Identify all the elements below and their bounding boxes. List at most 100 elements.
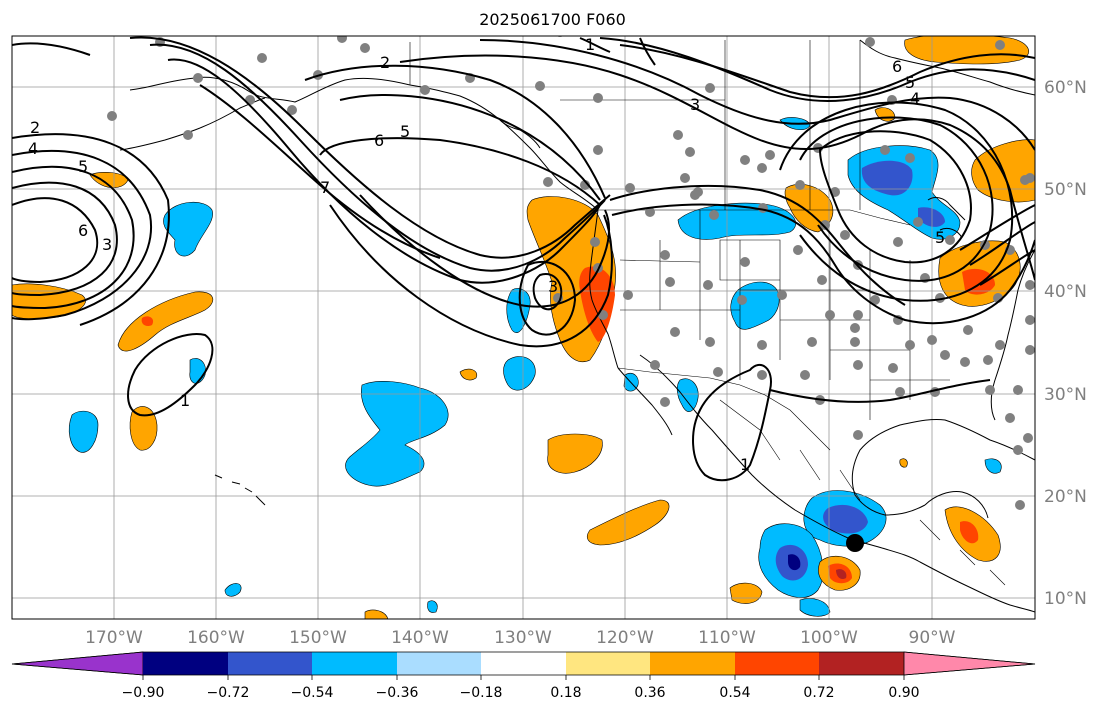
positive-anomaly-region xyxy=(459,368,478,381)
contour-line xyxy=(532,273,563,311)
negative-anomaly-region xyxy=(823,504,868,534)
contour-line xyxy=(329,204,613,348)
positive-anomaly-region xyxy=(836,569,847,580)
positive-anomaly-region xyxy=(904,36,1029,65)
lon-label: 140°W xyxy=(391,628,449,648)
contour-line xyxy=(769,379,991,403)
negative-anomaly-region xyxy=(503,356,536,391)
colorbar: −0.90 −0.72 −0.54 −0.36 −0.18 0.18 0.36 … xyxy=(11,651,1036,701)
contour-line xyxy=(692,363,772,482)
contour-label: 6 xyxy=(78,221,88,240)
contour-line xyxy=(959,204,1035,251)
negative-anomaly-region xyxy=(224,583,242,597)
lat-label: 60°N xyxy=(1044,78,1087,98)
contour-label: 6 xyxy=(374,131,384,150)
contour-line xyxy=(779,101,1014,302)
negative-anomaly-region xyxy=(788,554,801,571)
map-content: 2 4 5 6 3 7 1 5 6 3 6 4 5 5 2 1 1 3 xyxy=(12,35,1035,619)
contour-label: 1 xyxy=(180,391,190,410)
positive-anomaly-region xyxy=(784,184,834,233)
lat-label: 40°N xyxy=(1044,282,1087,302)
negative-anomaly-region xyxy=(189,358,206,384)
negative-anomaly-region xyxy=(163,202,213,257)
contour-line xyxy=(12,181,118,297)
contour-label: 4 xyxy=(910,89,920,108)
anomaly-shading xyxy=(12,36,1035,619)
central-america-borders xyxy=(919,519,1006,586)
contour-line xyxy=(339,94,601,201)
alaska-coastline xyxy=(129,76,599,211)
canada-province-lines xyxy=(560,40,861,210)
colorbar-segment xyxy=(735,652,819,675)
contour-line xyxy=(199,84,441,259)
contour-line xyxy=(599,37,1035,103)
colorbar-segment xyxy=(481,652,566,675)
positive-anomaly-region xyxy=(960,521,979,544)
contour-line xyxy=(979,249,1035,286)
positive-anomaly-region xyxy=(141,316,154,327)
yucatan-coast xyxy=(924,491,989,519)
colorbar-tick-label: −0.90 xyxy=(122,685,165,701)
colorbar-segment xyxy=(566,652,650,675)
colorbar-tick-label: −0.72 xyxy=(207,685,250,701)
negative-anomaly-region xyxy=(427,600,438,613)
contour-line xyxy=(167,58,601,284)
colorbar-extend-low xyxy=(11,651,144,676)
contour-labels: 2 4 5 6 3 7 1 5 6 3 6 4 5 5 2 1 1 3 xyxy=(28,35,945,474)
contour-line xyxy=(12,133,170,326)
baja-california xyxy=(617,367,673,436)
negative-anomaly-region xyxy=(68,410,99,453)
lon-label: 90°W xyxy=(909,628,956,648)
contour-line xyxy=(611,203,1035,325)
longitude-labels: 170°W 160°W 150°W 140°W 130°W 120°W 110°… xyxy=(85,628,956,648)
lat-label: 30°N xyxy=(1044,385,1087,405)
mexico-state-lines xyxy=(719,399,861,501)
contour-line xyxy=(619,44,1035,99)
contour-label: 2 xyxy=(380,53,390,72)
hawaii-islands xyxy=(214,474,266,506)
contour-line xyxy=(149,43,606,272)
contour-line xyxy=(579,37,611,53)
contour-label: 1 xyxy=(585,35,595,54)
lon-label: 170°W xyxy=(85,628,143,648)
contour-line xyxy=(127,333,214,417)
colorbar-tick-label: 0.72 xyxy=(803,685,834,701)
lon-label: 100°W xyxy=(800,628,858,648)
lon-label: 150°W xyxy=(289,628,347,648)
positive-anomaly-region xyxy=(729,582,763,604)
contour-label: 5 xyxy=(935,228,945,247)
negative-anomaly-region xyxy=(345,380,449,487)
map-frame xyxy=(11,35,1036,620)
contour-line xyxy=(304,64,606,199)
contour-line xyxy=(12,165,135,310)
colorbar-tick-label: −0.18 xyxy=(460,685,503,701)
contour-label: 5 xyxy=(905,73,915,92)
latitude-labels: 10°N 20°N 30°N 40°N 50°N 60°N xyxy=(1044,78,1087,609)
positive-anomaly-region xyxy=(587,499,670,546)
negative-anomaly-region xyxy=(861,160,913,196)
contour-label: 5 xyxy=(78,157,88,176)
positive-anomaly-region xyxy=(874,107,896,122)
negative-anomaly-region xyxy=(506,288,531,333)
contour-line xyxy=(12,42,91,56)
lat-label: 20°N xyxy=(1044,487,1087,507)
us-mexico-border xyxy=(617,367,831,451)
colorbar-ticks xyxy=(142,675,905,680)
gulf-coast xyxy=(851,419,1035,516)
colorbar-tick-label: −0.36 xyxy=(376,685,419,701)
contour-label: 6 xyxy=(892,57,902,76)
negative-anomaly-region xyxy=(799,598,831,617)
negative-anomaly-region xyxy=(918,207,945,227)
colorbar-segment xyxy=(312,652,397,675)
contour-line xyxy=(12,197,99,284)
contour-line xyxy=(129,36,611,259)
contour-label: 4 xyxy=(28,139,38,158)
contour-line xyxy=(818,130,972,264)
alaska-peninsula xyxy=(199,97,266,129)
contour-label: 5 xyxy=(400,122,410,141)
colorbar-segment xyxy=(650,652,735,675)
contour-line xyxy=(12,149,153,321)
contour-line xyxy=(969,221,1035,266)
contour-lines xyxy=(12,36,1035,482)
